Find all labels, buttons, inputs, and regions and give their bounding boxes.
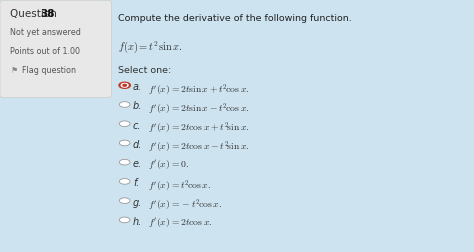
Text: Compute the derivative of the following function.: Compute the derivative of the following … [118, 14, 352, 23]
Text: ⚑: ⚑ [10, 66, 18, 75]
Circle shape [119, 160, 130, 165]
Text: a.: a. [133, 82, 142, 92]
Text: 38: 38 [40, 9, 55, 19]
Text: c.: c. [133, 120, 142, 130]
Circle shape [119, 179, 130, 184]
Text: g.: g. [133, 197, 142, 207]
Text: Select one:: Select one: [118, 66, 172, 75]
Text: $f'(x) = t^2\!\cos x.$: $f'(x) = t^2\!\cos x.$ [148, 178, 211, 193]
Text: $f'(x) = 2t\cos x - t^2\!\sin x.$: $f'(x) = 2t\cos x - t^2\!\sin x.$ [148, 139, 250, 155]
Circle shape [119, 102, 130, 108]
Text: f.: f. [133, 178, 139, 188]
Text: $f'(x) = 2t\cos x.$: $f'(x) = 2t\cos x.$ [148, 216, 213, 229]
Text: d.: d. [133, 139, 142, 149]
Circle shape [121, 84, 128, 88]
Text: $f'(x) = 0.$: $f'(x) = 0.$ [148, 159, 189, 172]
Text: $f'(x) = -t^2\!\cos x.$: $f'(x) = -t^2\!\cos x.$ [148, 197, 222, 212]
Text: Points out of 1.00: Points out of 1.00 [10, 47, 81, 56]
Text: $f(x) = t^2 \sin x.$: $f(x) = t^2 \sin x.$ [118, 39, 183, 55]
Text: $f'(x) = 2t\cos x + t^2\!\sin x.$: $f'(x) = 2t\cos x + t^2\!\sin x.$ [148, 120, 250, 136]
Circle shape [119, 141, 130, 146]
Text: b.: b. [133, 101, 142, 111]
Text: Not yet answered: Not yet answered [10, 28, 82, 37]
Text: e.: e. [133, 159, 142, 169]
Text: $f'(x) = 2t\sin x - t^2\!\cos x.$: $f'(x) = 2t\sin x - t^2\!\cos x.$ [148, 101, 250, 116]
Text: Question: Question [10, 9, 61, 19]
Text: $f'(x) = 2t\sin x + t^2\!\cos x.$: $f'(x) = 2t\sin x + t^2\!\cos x.$ [148, 82, 250, 97]
FancyBboxPatch shape [0, 1, 111, 98]
Circle shape [119, 217, 130, 223]
Text: Flag question: Flag question [22, 66, 76, 75]
Circle shape [119, 83, 130, 89]
Circle shape [123, 85, 127, 87]
Circle shape [119, 198, 130, 204]
Circle shape [119, 121, 130, 127]
Text: h.: h. [133, 216, 142, 226]
